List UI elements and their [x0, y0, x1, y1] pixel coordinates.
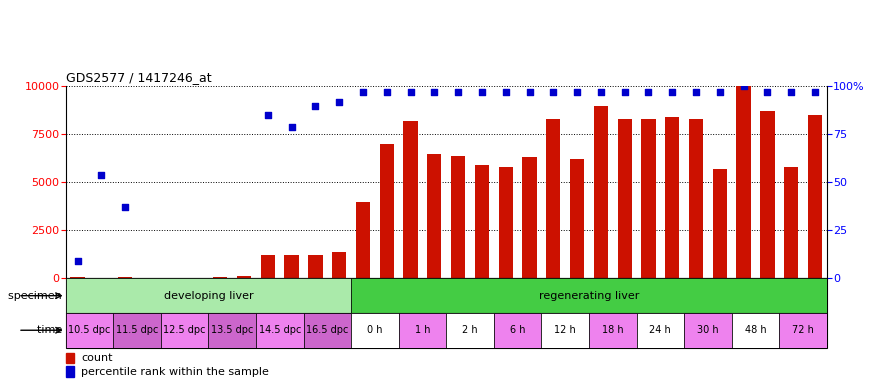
- Bar: [713, 169, 727, 278]
- Bar: [589, 313, 637, 348]
- Bar: [208, 313, 256, 348]
- Point: [689, 89, 703, 95]
- Bar: [161, 313, 208, 348]
- Point: [403, 89, 417, 95]
- Text: 16.5 dpc: 16.5 dpc: [306, 325, 348, 335]
- Point: [380, 89, 394, 95]
- Bar: [308, 255, 323, 278]
- Text: 12.5 dpc: 12.5 dpc: [164, 325, 206, 335]
- Bar: [70, 277, 85, 278]
- Point: [522, 89, 536, 95]
- Text: time: time: [37, 325, 66, 335]
- Text: 11.5 dpc: 11.5 dpc: [116, 325, 158, 335]
- Bar: [113, 313, 161, 348]
- Bar: [689, 119, 704, 278]
- Point: [665, 89, 679, 95]
- Point: [784, 89, 798, 95]
- Bar: [451, 156, 466, 278]
- Point: [499, 89, 513, 95]
- Bar: [760, 111, 774, 278]
- Bar: [594, 106, 608, 278]
- Text: 48 h: 48 h: [745, 325, 766, 335]
- Bar: [475, 165, 489, 278]
- Point: [713, 89, 727, 95]
- Text: 24 h: 24 h: [649, 325, 671, 335]
- Text: 12 h: 12 h: [555, 325, 576, 335]
- Point: [356, 89, 370, 95]
- Text: 10.5 dpc: 10.5 dpc: [68, 325, 110, 335]
- Bar: [808, 115, 822, 278]
- Point: [570, 89, 584, 95]
- Bar: [684, 313, 732, 348]
- Text: 18 h: 18 h: [602, 325, 624, 335]
- Bar: [732, 313, 780, 348]
- Bar: [618, 119, 632, 278]
- Text: GDS2577 / 1417246_at: GDS2577 / 1417246_at: [66, 71, 211, 84]
- Bar: [351, 278, 827, 313]
- Bar: [493, 313, 542, 348]
- Bar: [546, 119, 561, 278]
- Bar: [118, 277, 132, 278]
- Point: [452, 89, 466, 95]
- Bar: [499, 167, 513, 278]
- Point: [737, 83, 751, 89]
- Bar: [570, 159, 584, 278]
- Text: percentile rank within the sample: percentile rank within the sample: [81, 367, 269, 377]
- Bar: [66, 313, 113, 348]
- Bar: [446, 313, 493, 348]
- Point: [475, 89, 489, 95]
- Text: 30 h: 30 h: [697, 325, 718, 335]
- Text: specimen: specimen: [9, 291, 66, 301]
- Text: regenerating liver: regenerating liver: [539, 291, 639, 301]
- Bar: [380, 144, 394, 278]
- Bar: [403, 121, 417, 278]
- Point: [618, 89, 632, 95]
- Point: [261, 112, 275, 118]
- Bar: [641, 119, 655, 278]
- Bar: [780, 313, 827, 348]
- Point: [71, 258, 85, 264]
- Text: 6 h: 6 h: [510, 325, 525, 335]
- Bar: [66, 353, 74, 363]
- Bar: [427, 154, 442, 278]
- Bar: [784, 167, 798, 278]
- Bar: [261, 255, 275, 278]
- Bar: [637, 313, 684, 348]
- Text: 1 h: 1 h: [415, 325, 430, 335]
- Bar: [399, 313, 446, 348]
- Bar: [522, 157, 536, 278]
- Bar: [356, 202, 370, 278]
- Text: 14.5 dpc: 14.5 dpc: [258, 325, 301, 335]
- Bar: [214, 277, 228, 278]
- Point: [808, 89, 822, 95]
- Text: count: count: [81, 353, 113, 363]
- Bar: [737, 86, 751, 278]
- Bar: [256, 313, 304, 348]
- Point: [641, 89, 655, 95]
- Point: [332, 99, 346, 105]
- Point: [427, 89, 441, 95]
- Point: [546, 89, 560, 95]
- Bar: [66, 366, 74, 377]
- Bar: [66, 278, 351, 313]
- Bar: [332, 253, 346, 278]
- Text: 13.5 dpc: 13.5 dpc: [211, 325, 254, 335]
- Point: [94, 172, 108, 178]
- Bar: [351, 313, 399, 348]
- Point: [118, 204, 132, 210]
- Point: [594, 89, 608, 95]
- Bar: [284, 255, 298, 278]
- Text: developing liver: developing liver: [164, 291, 253, 301]
- Point: [284, 124, 298, 130]
- Point: [308, 103, 322, 109]
- Point: [760, 89, 774, 95]
- Text: 2 h: 2 h: [462, 325, 478, 335]
- Bar: [665, 117, 679, 278]
- Bar: [542, 313, 589, 348]
- Text: 0 h: 0 h: [368, 325, 382, 335]
- Text: 72 h: 72 h: [792, 325, 814, 335]
- Bar: [237, 276, 251, 278]
- Bar: [304, 313, 351, 348]
